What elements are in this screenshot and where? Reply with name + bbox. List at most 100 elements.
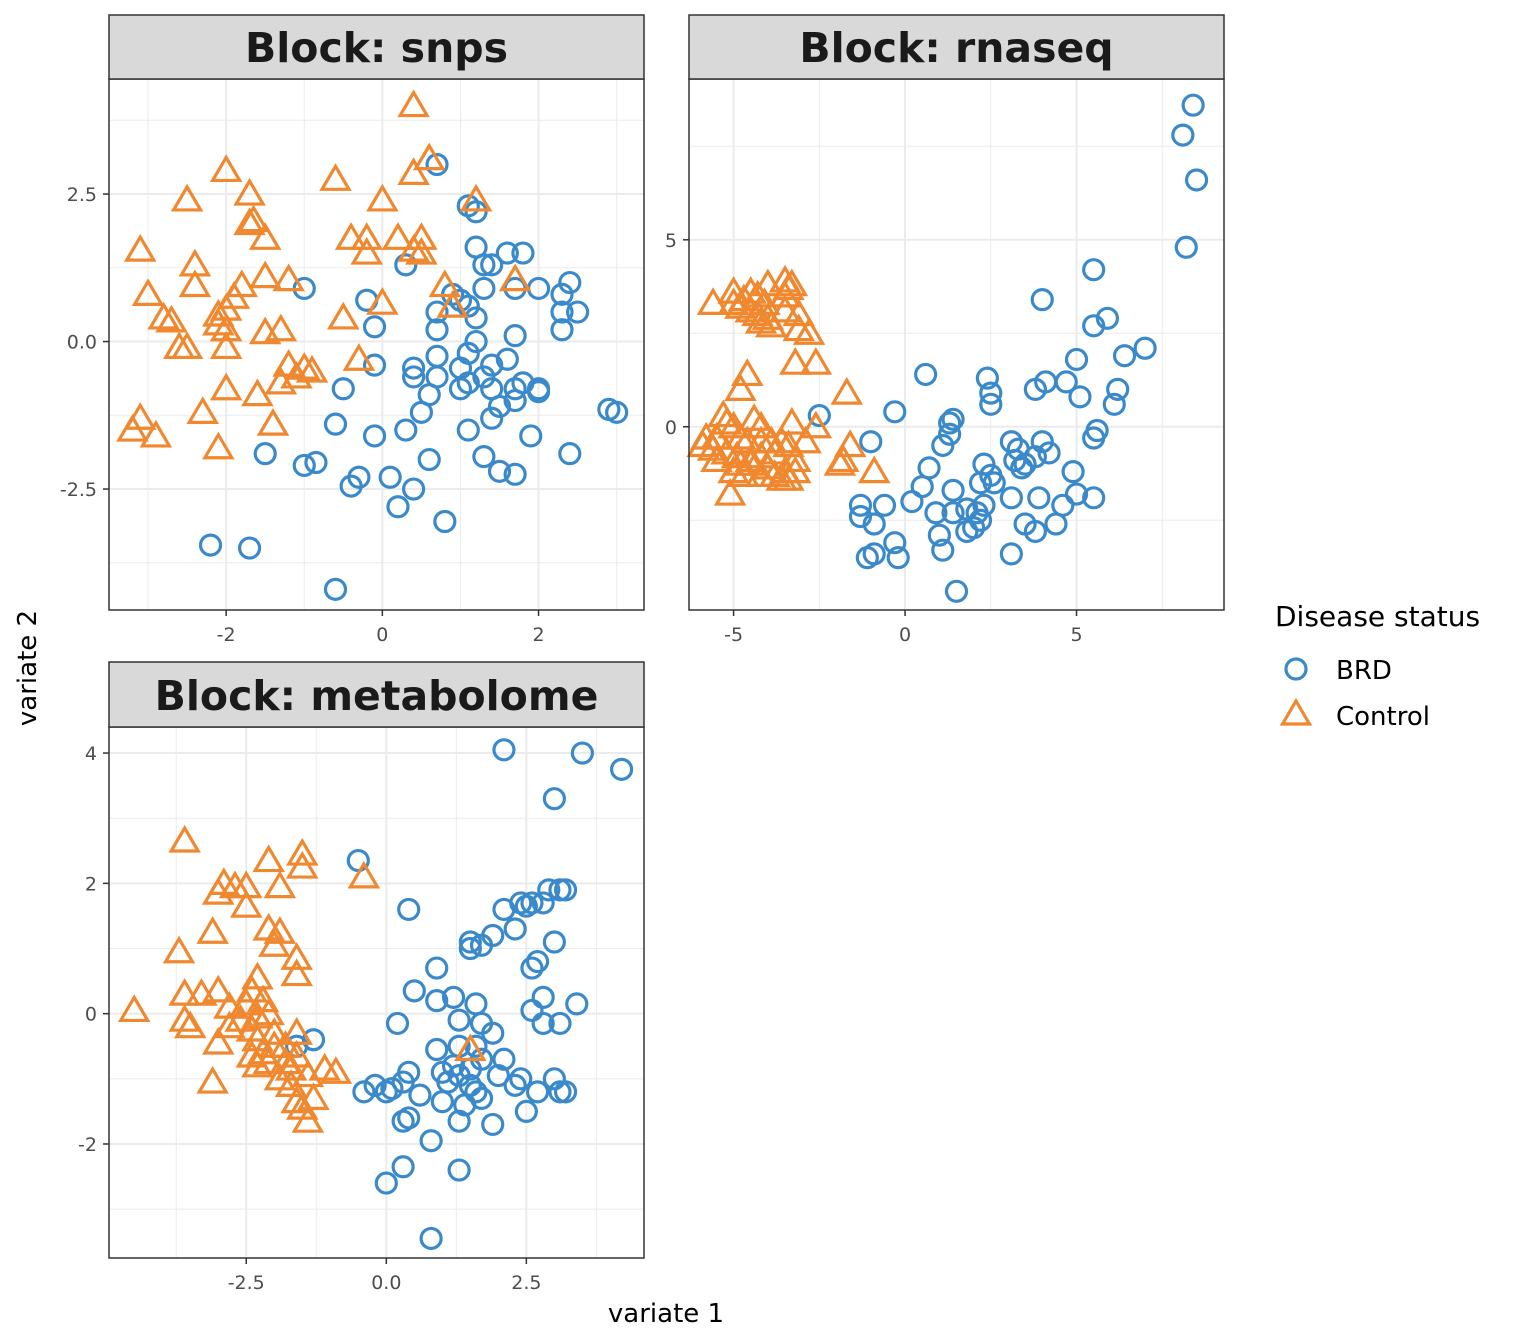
- data-point-triangle: [196, 916, 229, 944]
- data-point-circle: [323, 412, 348, 436]
- data-point-circle: [425, 300, 449, 324]
- data-point-circle: [1174, 235, 1198, 259]
- data-point-circle: [425, 152, 449, 177]
- data-point-triangle: [209, 154, 243, 183]
- data-point-circle: [458, 930, 482, 954]
- data-point-triangle: [381, 222, 415, 250]
- data-point-circle: [503, 324, 527, 348]
- data-point-triangle: [782, 298, 816, 327]
- data-point-triangle: [147, 301, 180, 330]
- data-point-circle: [391, 1070, 415, 1094]
- data-point-triangle: [696, 433, 730, 461]
- data-point-triangle: [274, 1052, 308, 1081]
- data-point-circle: [402, 979, 426, 1003]
- series-brd: [807, 93, 1209, 603]
- series-control: [686, 264, 891, 506]
- data-point-triangle: [428, 269, 462, 298]
- data-point-triangle: [319, 163, 352, 191]
- data-point-triangle: [779, 444, 812, 473]
- data-point-circle: [609, 757, 634, 781]
- data-point-circle: [999, 542, 1023, 566]
- data-point-triangle: [280, 958, 313, 987]
- data-point-circle: [1082, 486, 1106, 510]
- data-point-circle: [292, 453, 316, 478]
- data-point-circle: [486, 1063, 510, 1088]
- data-point-triangle: [291, 1059, 325, 1088]
- panel-background: [109, 727, 644, 1258]
- data-point-circle: [1064, 482, 1089, 506]
- data-point-circle: [472, 365, 496, 389]
- data-point-circle: [542, 1067, 566, 1091]
- data-point-circle: [848, 504, 873, 529]
- data-point-circle: [526, 380, 551, 404]
- data-point-circle: [237, 536, 262, 560]
- data-point-triangle: [734, 294, 768, 323]
- data-point-circle: [495, 241, 519, 265]
- data-point-circle: [378, 465, 402, 489]
- data-point-triangle: [342, 343, 376, 371]
- data-point-circle: [447, 1158, 471, 1182]
- data-point-triangle: [248, 316, 282, 345]
- data-point-triangle: [170, 331, 204, 360]
- legend-item-brd: BRD: [1284, 656, 1392, 686]
- x-tick-label: 5: [1070, 624, 1082, 646]
- data-point-triangle: [350, 222, 384, 250]
- data-point-circle: [509, 1067, 533, 1091]
- data-point-triangle: [751, 451, 785, 480]
- data-point-circle: [441, 985, 466, 1009]
- data-point-circle: [531, 1011, 555, 1036]
- data-point-triangle: [454, 1033, 487, 1062]
- data-point-triangle: [366, 287, 399, 315]
- data-point-triangle: [755, 309, 788, 338]
- facet-panel: Block: metabolome -2.5 0.0 2.5 -2 0 2 4: [78, 661, 645, 1294]
- data-point-circle: [503, 1073, 527, 1097]
- data-point-triangle: [202, 431, 235, 460]
- x-tick-label: -5: [724, 624, 743, 646]
- x-tick-label: -2.5: [228, 1272, 265, 1294]
- y-tick-label: 4: [85, 743, 97, 765]
- data-point-circle: [848, 493, 873, 517]
- data-point-triangle: [280, 360, 313, 389]
- data-point-circle: [968, 471, 993, 495]
- data-point-triangle: [269, 1030, 302, 1058]
- data-point-circle: [1106, 377, 1130, 401]
- data-point-circle: [401, 356, 426, 380]
- data-point-triangle: [248, 222, 282, 250]
- data-point-circle: [900, 489, 924, 514]
- data-point-triangle: [209, 313, 243, 342]
- data-point-circle: [931, 538, 955, 562]
- panel-background: [109, 79, 644, 610]
- data-point-triangle: [264, 313, 298, 342]
- data-point-circle: [1068, 385, 1092, 409]
- data-point-circle: [464, 329, 488, 354]
- data-point-triangle: [229, 870, 263, 899]
- legend-label-brd: BRD: [1336, 656, 1392, 686]
- data-point-circle: [955, 519, 979, 544]
- data-point-circle: [968, 508, 993, 532]
- data-point-triangle: [241, 1049, 274, 1078]
- series-brd: [285, 738, 634, 1251]
- data-point-circle: [1064, 347, 1089, 372]
- series-control: [117, 824, 487, 1133]
- data-point-circle: [525, 949, 550, 974]
- data-point-triangle: [186, 396, 220, 424]
- data-point-triangle: [436, 289, 469, 318]
- data-point-circle: [503, 917, 527, 941]
- data-point-triangle: [139, 419, 173, 448]
- data-point-triangle: [178, 269, 212, 298]
- data-point-circle: [1030, 288, 1054, 312]
- data-point-triangle: [397, 89, 430, 118]
- data-point-circle: [1102, 392, 1126, 416]
- data-point-circle: [480, 353, 504, 377]
- data-point-circle: [480, 253, 504, 277]
- data-point-triangle: [405, 236, 438, 265]
- data-point-circle: [425, 318, 449, 342]
- data-point-triangle: [233, 207, 266, 236]
- data-point-circle: [1082, 426, 1106, 450]
- data-point-circle: [425, 989, 449, 1013]
- data-point-triangle: [857, 455, 891, 484]
- data-point-triangle: [717, 287, 750, 315]
- data-point-circle: [886, 546, 910, 570]
- data-point-triangle: [241, 378, 274, 407]
- data-point-circle: [362, 353, 387, 377]
